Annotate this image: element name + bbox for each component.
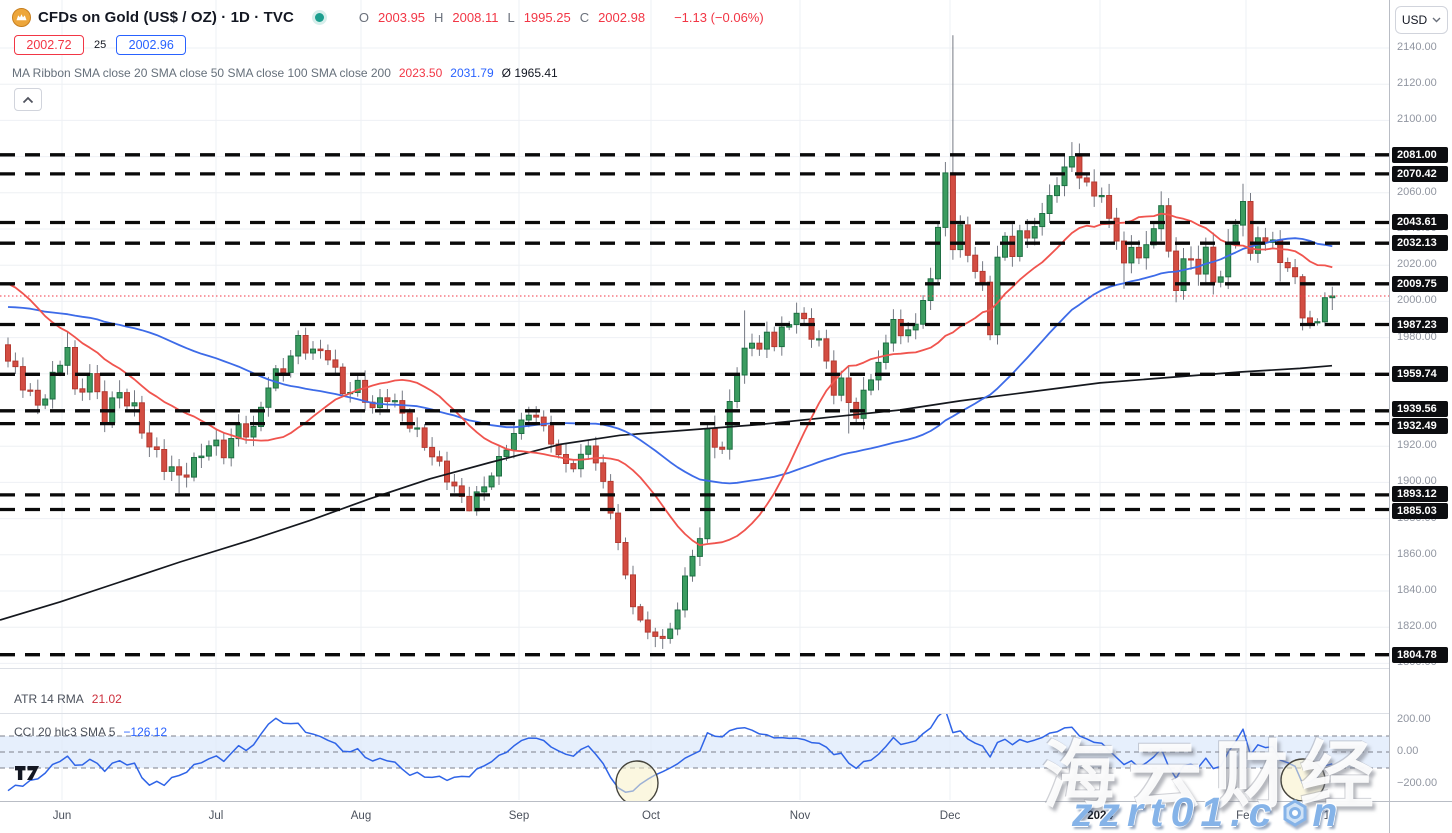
time-axis[interactable]: Jun Jul Aug Sep Oct Nov Dec 2024 Feb 19 <box>0 801 1389 833</box>
ma50-value: 2031.79 <box>450 66 494 80</box>
time-tick-label: Nov <box>789 810 811 822</box>
buy-button[interactable]: 2002.96 <box>116 35 187 55</box>
atr-label: ATR 14 RMA <box>14 692 84 706</box>
ohlc-values: O 2003.95 H 2008.11 L 1995.25 C 2002.98 <box>359 10 645 25</box>
price-tick-label: 1900.00 <box>1397 475 1437 488</box>
currency-value: USD <box>1401 13 1428 27</box>
cci-value: −126.12 <box>123 725 168 739</box>
cci-tick-label: −200.00 <box>1397 777 1438 789</box>
price-level-label: 2009.75 <box>1392 275 1448 292</box>
atr-legend[interactable]: ATR 14 RMA 21.02 <box>14 692 122 706</box>
chevron-down-icon <box>1432 17 1441 23</box>
atr-value: 21.02 <box>91 692 122 706</box>
price-axis[interactable]: 2140.002120.002100.002080.002060.002040.… <box>1389 0 1452 801</box>
symbol-legend: CFDs on Gold (US$ / OZ) · 1D · TVC O 2003… <box>12 8 764 27</box>
price-tick-label: 2100.00 <box>1397 113 1437 126</box>
sell-button[interactable]: 2002.72 <box>14 35 84 55</box>
time-tick-label: 19 <box>1323 810 1337 822</box>
price-level-label: 1804.78 <box>1392 646 1448 663</box>
ohlc-label: H <box>434 10 444 25</box>
ma-ribbon-label: MA Ribbon SMA close 20 SMA close 50 SMA … <box>12 66 391 80</box>
market-status-icon[interactable] <box>314 13 324 22</box>
price-level-label: 1932.49 <box>1392 417 1448 434</box>
ohlc-value: 2008.11 <box>452 10 499 25</box>
price-tick-label: 2000.00 <box>1397 294 1437 307</box>
price-level-label: 2070.42 <box>1392 165 1448 182</box>
price-tick-label: 1920.00 <box>1397 439 1437 452</box>
price-tick-label: 1840.00 <box>1397 584 1437 596</box>
chart-canvas[interactable] <box>0 0 1389 801</box>
ma20-value: 2023.50 <box>398 66 443 80</box>
ohlc-value: 2002.98 <box>598 10 646 25</box>
price-tick-label: 1820.00 <box>1397 620 1437 633</box>
change-value: −1.13 (−0.06%) <box>674 10 764 25</box>
ma-ribbon-legend[interactable]: MA Ribbon SMA close 20 SMA close 50 SMA … <box>12 66 558 80</box>
chevron-up-icon <box>22 96 34 103</box>
time-tick-label: Jun <box>52 810 72 822</box>
collapse-indicators-button[interactable] <box>14 88 42 111</box>
price-level-label: 1987.23 <box>1392 316 1448 333</box>
time-tick-label: Feb <box>1236 810 1256 822</box>
price-level-label: 2081.00 <box>1392 146 1448 163</box>
price-level-label: 1885.03 <box>1392 503 1448 520</box>
cci-label: CCI 20 hlc3 SMA 5 <box>14 725 116 739</box>
price-tick-label: 1980.00 <box>1397 330 1437 343</box>
tradingview-logo-icon[interactable] <box>14 763 41 788</box>
spread-value: 25 <box>94 39 107 51</box>
price-level-label: 2032.13 <box>1392 235 1448 252</box>
price-level-label: 1939.56 <box>1392 400 1448 417</box>
price-level-label: 1959.74 <box>1392 366 1448 383</box>
time-tick-label: Oct <box>642 810 660 822</box>
time-tick-label: Jul <box>208 810 224 822</box>
time-tick-label: Sep <box>508 810 530 822</box>
time-tick-label: Aug <box>350 810 372 822</box>
symbol-title[interactable]: CFDs on Gold (US$ / OZ) · 1D · TVC <box>38 9 294 26</box>
ohlc-label: C <box>579 10 590 25</box>
cci-tick-label: 200.00 <box>1397 713 1431 725</box>
price-level-label: 1893.12 <box>1392 485 1448 502</box>
price-tick-label: 2120.00 <box>1397 77 1437 90</box>
time-tick-label: 2024 <box>1087 810 1113 822</box>
gold-instrument-icon <box>12 8 31 27</box>
ohlc-value: 2003.95 <box>378 10 426 25</box>
cci-tick-label: 0.00 <box>1397 745 1419 757</box>
axis-corner <box>1389 801 1452 833</box>
ohlc-label: L <box>507 10 515 25</box>
ohlc-label: O <box>358 10 370 25</box>
ohlc-value: 1995.25 <box>523 10 571 25</box>
ma200-value: Ø 1965.41 <box>501 66 558 80</box>
currency-selector[interactable]: USD <box>1395 6 1448 34</box>
price-tick-label: 2140.00 <box>1397 41 1437 53</box>
price-chart[interactable]: CFDs on Gold (US$ / OZ) · 1D · TVC O 2003… <box>0 0 1389 801</box>
price-tick-label: 2060.00 <box>1397 185 1437 198</box>
price-tick-label: 2020.00 <box>1397 258 1437 271</box>
price-level-label: 2043.61 <box>1392 214 1448 231</box>
time-tick-label: Dec <box>939 810 961 822</box>
quote-panel: 2002.72 25 2002.96 <box>14 35 187 55</box>
price-tick-label: 1860.00 <box>1397 547 1437 560</box>
cci-legend[interactable]: CCI 20 hlc3 SMA 5 −126.12 <box>14 725 167 739</box>
